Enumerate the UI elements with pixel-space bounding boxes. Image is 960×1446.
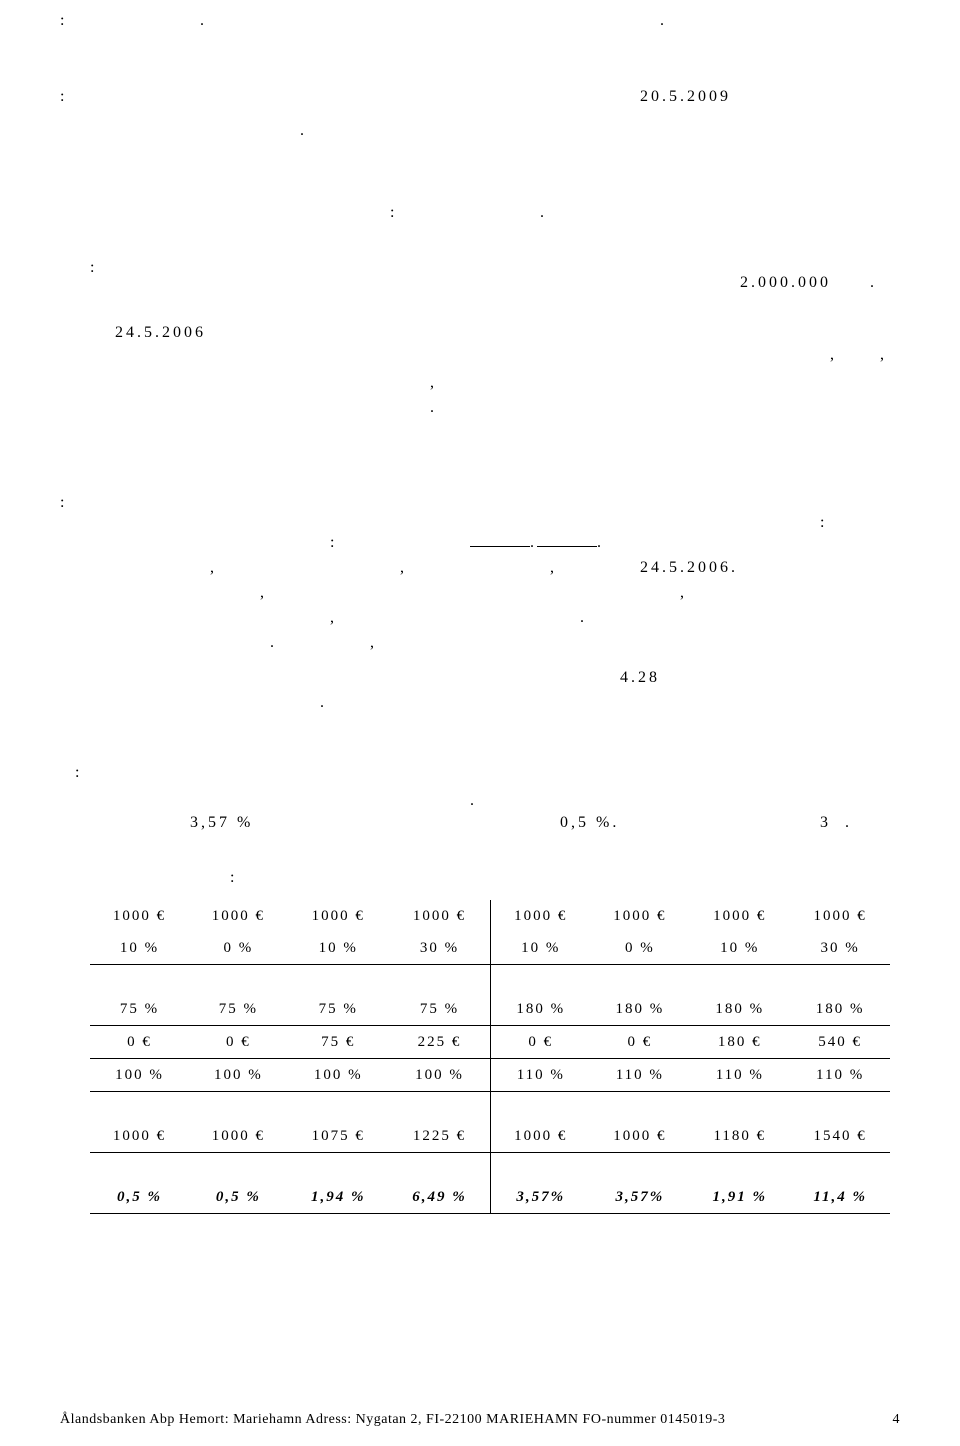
punct: , [430,370,437,396]
table-row [90,1153,890,1182]
table-row: 0,5 %0,5 %1,94 %6,49 % 3,57%3,57%1,91 %1… [90,1181,890,1214]
table-row: 1000 €1000 €1075 €1225 € 1000 €1000 €118… [90,1120,890,1153]
data-table: 1000 €1000 €1000 €1000 € 1000 €1000 €100… [90,900,890,1214]
value: 4.28 [620,665,660,691]
punct: . [320,690,327,716]
punct: : [60,490,67,516]
punct: : [230,865,237,891]
number-value: 2.000.000 [740,270,831,296]
punct: , [550,555,557,581]
punct: , [400,555,407,581]
punct: . [540,200,547,226]
punct: , [880,342,887,368]
page-number: 4 [893,1412,901,1428]
footer-text: Ålandsbanken Abp Hemort: Mariehamn Adres… [60,1412,725,1428]
punct: : [60,84,67,110]
punct: . [300,118,307,144]
table-row: 10 %0 %10 %30 % 10 %0 %10 %30 % [90,932,890,965]
date-value: 24.5.2006. [640,555,738,581]
punct: : [330,530,337,556]
punct: . [470,788,477,814]
table-row: 1000 €1000 €1000 €1000 € 1000 €1000 €100… [90,900,890,932]
table-row [90,965,890,994]
punct: . [870,270,877,296]
punct: , [260,580,267,606]
punct: , [330,605,337,631]
punct: . [580,605,587,631]
punct: . [845,810,852,836]
punct: , [680,580,687,606]
punct: : [820,510,827,536]
punct: , [370,630,377,656]
punct: : [75,760,82,786]
punct: . [270,630,277,656]
punct: , [830,342,837,368]
punct: : [60,8,67,34]
link-placeholder: .. [470,530,604,556]
page-footer: Ålandsbanken Abp Hemort: Mariehamn Adres… [0,1412,960,1428]
punct: : [390,200,397,226]
page-content: : . . : 20.5.2009 . : . : 2.000.000 . 24… [0,0,960,80]
pct-value: 0,5 %. [560,810,619,836]
punct: . [200,8,207,34]
punct: : [90,255,97,281]
table-row: 100 %100 %100 %100 % 110 %110 %110 %110 … [90,1059,890,1092]
punct: , [210,555,217,581]
table-row: 0 €0 €75 €225 € 0 €0 €180 €540 € [90,1026,890,1059]
date-value: 24.5.2006 [115,320,206,346]
date-value: 20.5.2009 [640,84,731,110]
value: 3 [820,810,831,836]
table-row: 75 %75 %75 %75 % 180 %180 %180 %180 % [90,993,890,1026]
punct: . [660,8,667,34]
punct: . [430,395,437,421]
pct-value: 3,57 % [190,810,253,836]
table-row [90,1092,890,1121]
